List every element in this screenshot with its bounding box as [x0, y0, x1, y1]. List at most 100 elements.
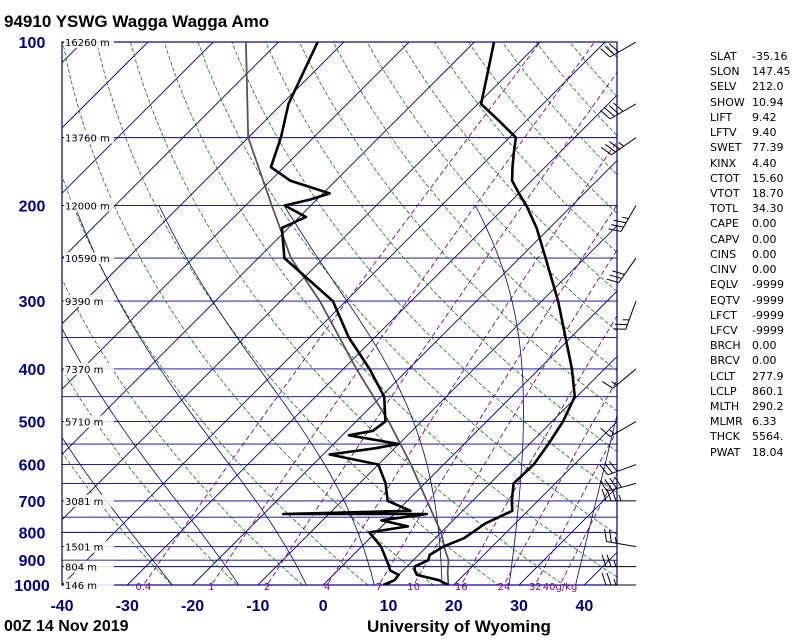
- mixing-ratio-line: [503, 379, 617, 585]
- mixing-ratio-line: [326, 140, 617, 585]
- wind-barb-flag: [608, 461, 618, 472]
- index-key: TOTL: [710, 202, 739, 216]
- index-value: 6.33: [752, 415, 777, 429]
- dry-adiabat-line: [265, 42, 617, 453]
- index-key: THCK: [710, 430, 740, 444]
- wind-barb-half-flag: [613, 560, 617, 567]
- stability-indices-table: SLAT -35.16 SLON 147.45 SELV 212.0 SHOW 10.94 LI…: [710, 49, 791, 460]
- index-value: 9.40: [752, 126, 777, 140]
- index-key: CAPV: [710, 232, 740, 246]
- isotherm-line: [0, 42, 17, 585]
- index-value: -9999: [752, 308, 784, 322]
- wind-barb: [600, 137, 637, 156]
- index-row: LFCT -9999: [710, 308, 791, 323]
- wind-barb-flag: [605, 144, 616, 153]
- isotherm-line: [62, 42, 345, 325]
- mixing-ratio-line: [559, 472, 617, 585]
- mixing-ratio-label: 10: [407, 582, 420, 593]
- moist-adiabat-line: [575, 413, 617, 585]
- isotherm-line: [518, 486, 617, 585]
- index-value: -9999: [752, 323, 784, 337]
- mixing-ratio-label: 2: [264, 582, 270, 593]
- pressure-tick-label: 700: [19, 494, 46, 511]
- index-row: SWET 77.39: [710, 140, 791, 155]
- wind-barb-flag: [604, 462, 613, 474]
- height-label: 12000 m: [65, 201, 110, 212]
- index-row: BRCV 0.00: [710, 353, 791, 368]
- dry-adiabat-line: [62, 277, 304, 585]
- index-value: 34.30: [752, 202, 784, 216]
- isotherm-line: [62, 42, 541, 521]
- height-label-bg: [64, 494, 114, 507]
- mixing-ratio-line: [378, 204, 617, 585]
- wind-barb: [600, 421, 637, 437]
- isotherm-line: [62, 42, 214, 194]
- index-value: 0.00: [752, 247, 777, 261]
- index-value: 18.04: [752, 445, 784, 459]
- wind-barb-half-flag: [614, 536, 617, 544]
- wind-barb-flag: [604, 107, 615, 117]
- height-label: 9390 m: [65, 297, 103, 308]
- wind-barb-flag: [601, 488, 607, 502]
- dry-adiabat-line: [366, 42, 617, 332]
- height-label-bg: [64, 362, 114, 375]
- grid-layer: [0, 42, 617, 585]
- height-label: 10590 m: [65, 254, 110, 265]
- wind-barb-flag: [604, 479, 613, 491]
- index-value: 4.40: [752, 156, 777, 170]
- index-row: SELV 212.0: [710, 79, 791, 94]
- wind-barb-flag: [608, 43, 620, 53]
- index-row: SLAT -35.16: [710, 49, 791, 64]
- wind-barb-flag: [614, 476, 622, 488]
- wind-barb: [608, 205, 637, 232]
- wind-barb-flag: [611, 488, 617, 502]
- index-row: PWAT 18.04: [710, 445, 791, 460]
- index-value: 77.39: [752, 141, 784, 155]
- index-value: 0.00: [752, 232, 777, 246]
- height-label: 146 m: [65, 581, 97, 592]
- index-key: CINS: [710, 247, 737, 261]
- wind-barb: [600, 41, 637, 58]
- index-row: KINX 4.40: [710, 156, 791, 171]
- parcel-path-line: [245, 42, 450, 585]
- pressure-tick-label: 1000: [14, 578, 50, 595]
- pressure-tick-label: 600: [19, 458, 46, 475]
- moist-adiabat-line: [283, 205, 443, 585]
- dry-adiabat-line: [231, 42, 617, 494]
- pressure-tick-label: 100: [19, 35, 46, 52]
- temperature-profile-line: [413, 42, 577, 585]
- isotherm-line: [126, 94, 617, 585]
- index-row: EQTV -9999: [710, 293, 791, 308]
- height-label-bg: [64, 540, 114, 553]
- wind-barb-flag: [601, 381, 614, 389]
- temperature-tick-label: -10: [246, 598, 269, 615]
- pressure-tick-label: 400: [19, 362, 46, 379]
- moist-adiabat-line: [158, 205, 375, 585]
- mixing-ratio-label: 1: [208, 582, 214, 593]
- isotherm-line: [388, 355, 617, 585]
- mixing-ratio-label: 32: [529, 582, 542, 593]
- index-value: -35.16: [752, 50, 788, 63]
- temperature-tick-label: 10: [380, 598, 398, 615]
- index-row: CAPV 0.00: [710, 232, 791, 247]
- wind-barb-flag: [606, 572, 612, 586]
- moist-adiabat-line: [74, 205, 307, 585]
- mixing-ratio-line: [534, 429, 617, 585]
- wind-barb: [601, 572, 636, 586]
- isotherm-line: [62, 42, 606, 585]
- mixing-ratio-label: 40g/kg: [543, 582, 578, 593]
- wind-barb: [599, 461, 637, 476]
- index-value: -9999: [752, 278, 784, 292]
- wind-barb-flag: [609, 529, 612, 543]
- height-label-bg: [64, 295, 114, 308]
- pressure-tick-label: 500: [19, 415, 46, 432]
- index-key: LFCT: [710, 308, 737, 322]
- index-row: BRCH 0.00: [710, 338, 791, 353]
- wind-barb-half-flag: [611, 381, 618, 386]
- index-key: SHOW: [710, 95, 745, 109]
- index-key: CAPE: [710, 217, 739, 231]
- wind-barb-flag: [599, 480, 608, 492]
- temperature-tick-label: -40: [50, 598, 73, 615]
- temperature-tick-label: 0: [319, 598, 328, 615]
- index-value: 277.9: [752, 369, 784, 383]
